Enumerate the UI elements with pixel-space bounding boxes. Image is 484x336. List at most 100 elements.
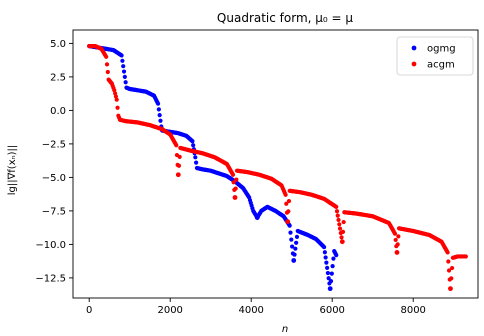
data-point: [325, 265, 330, 270]
series-acgm: [87, 43, 468, 292]
data-point: [123, 80, 128, 85]
data-point: [396, 234, 401, 239]
data-point: [326, 276, 331, 281]
data-point: [287, 223, 292, 228]
y-tick-label: −12.5: [35, 273, 66, 284]
data-point: [329, 271, 334, 276]
data-point: [176, 163, 182, 168]
data-point: [194, 160, 199, 165]
data-point: [449, 265, 455, 271]
data-point: [155, 101, 161, 106]
data-point: [232, 195, 238, 200]
data-point: [289, 237, 294, 242]
plot-frame: [72, 29, 479, 299]
data-point: [330, 264, 335, 269]
data-point: [446, 268, 452, 273]
legend-marker: [411, 61, 417, 67]
data-point: [292, 252, 297, 257]
data-point: [119, 53, 124, 58]
data-point: [393, 237, 398, 243]
data-point: [191, 143, 196, 148]
data-point: [288, 230, 293, 235]
data-point: [121, 64, 126, 69]
data-point: [290, 244, 295, 249]
data-point: [322, 250, 327, 255]
data-point: [337, 226, 343, 231]
data-point: [395, 242, 400, 247]
data-point: [340, 229, 346, 234]
data-point: [327, 286, 333, 292]
data-point: [324, 260, 329, 265]
x-axis: 0 2000 4000 6000 8000: [86, 298, 426, 316]
data-point: [341, 219, 346, 225]
data-point: [334, 253, 339, 258]
chart-title: Quadratic form, μ₀ = μ: [217, 11, 353, 25]
data-point: [294, 240, 299, 245]
data-point: [120, 58, 125, 63]
data-point: [463, 254, 468, 259]
data-point: [174, 143, 179, 148]
data-point: [449, 276, 454, 281]
data-point: [286, 209, 291, 214]
data-point: [285, 219, 291, 225]
y-tick-label: 0.0: [50, 106, 66, 117]
data-point: [445, 250, 450, 255]
data-point: [230, 172, 236, 177]
data-point: [294, 234, 300, 239]
x-tick-label: 8000: [400, 305, 425, 316]
series-layer: [87, 43, 468, 292]
data-point: [122, 74, 127, 79]
data-point: [335, 213, 340, 218]
data-point: [284, 201, 289, 206]
data-point: [328, 279, 334, 284]
y-axis-label: lg||∇f(xₙ)||: [7, 145, 18, 196]
data-point: [105, 69, 110, 75]
data-point: [336, 217, 341, 223]
data-point: [394, 250, 400, 255]
data-point: [104, 62, 110, 67]
data-point: [334, 204, 339, 209]
data-point: [158, 118, 163, 123]
y-tick-label: −7.5: [42, 206, 66, 217]
data-point: [121, 69, 127, 74]
data-point: [325, 270, 330, 276]
data-point: [175, 172, 181, 178]
data-point: [190, 139, 195, 144]
data-point: [331, 256, 336, 261]
legend-label: acgm: [427, 60, 455, 71]
x-tick-label: 4000: [238, 305, 263, 316]
data-point: [323, 255, 328, 260]
legend: ogmg acgm: [396, 36, 474, 76]
data-point: [339, 239, 345, 245]
data-point: [254, 215, 260, 221]
y-tick-label: 5.0: [50, 39, 66, 50]
x-tick-label: 6000: [319, 305, 344, 316]
x-axis-label: n: [282, 324, 288, 335]
y-tick-label: −10.0: [35, 240, 66, 251]
plot-area: [72, 29, 479, 299]
y-axis: 5.0 2.5 0.0 −2.5 −5.0 −7.5 −10.0 −12.5: [35, 39, 73, 284]
data-point: [115, 105, 120, 110]
data-point: [293, 246, 298, 251]
legend-label: ogmg: [427, 44, 456, 55]
legend-box: [396, 36, 474, 76]
data-point: [337, 222, 342, 227]
data-point: [339, 235, 344, 240]
data-point: [448, 286, 453, 292]
data-point: [322, 244, 327, 250]
y-tick-label: −5.0: [42, 173, 66, 184]
y-tick-label: 2.5: [50, 72, 66, 83]
data-point: [283, 192, 288, 197]
data-point: [193, 155, 198, 160]
y-tick-label: −2.5: [42, 139, 66, 150]
data-point: [291, 258, 297, 263]
data-point: [334, 209, 340, 214]
data-point: [156, 107, 161, 112]
data-point: [286, 198, 292, 204]
data-point: [177, 154, 182, 159]
data-point: [231, 180, 236, 185]
data-point: [157, 112, 162, 118]
x-tick-label: 2000: [157, 305, 182, 316]
data-point: [446, 259, 451, 264]
